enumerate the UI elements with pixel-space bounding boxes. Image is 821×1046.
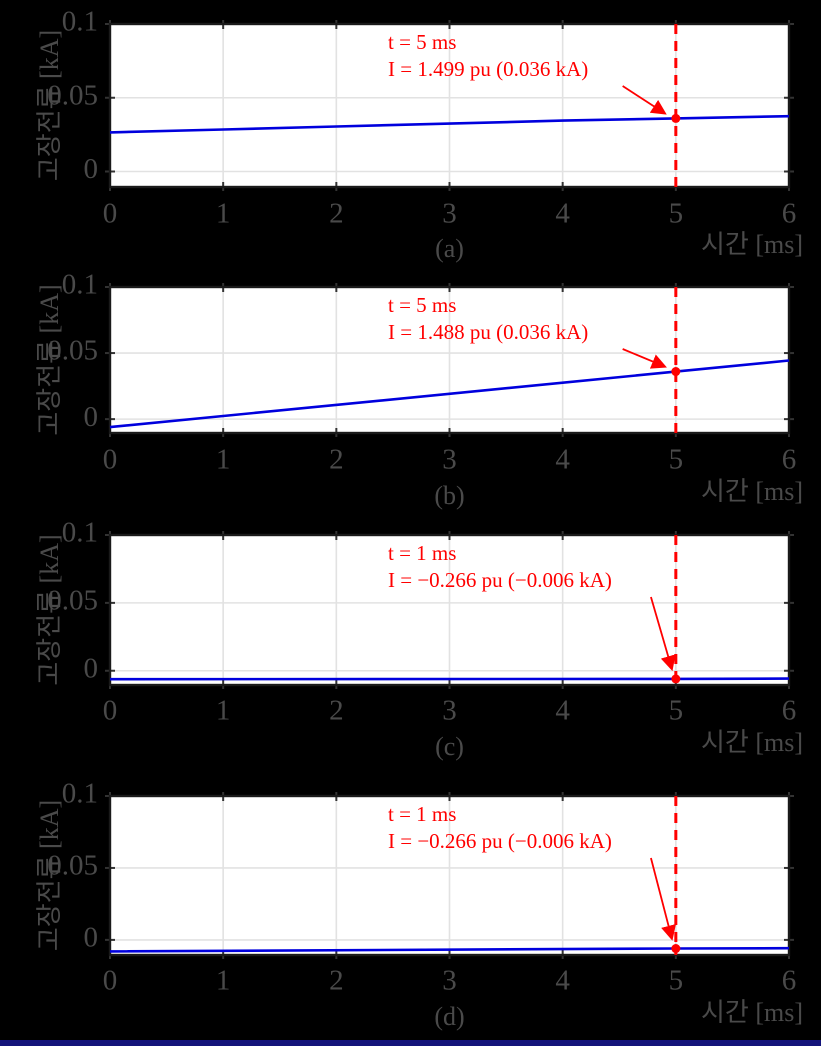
subplot-c: t = 1 ms I = −0.266 pu (−0.006 kA) 0 1 2 3 4 5 6… xyxy=(35,517,803,761)
subplot-d: t = 1 ms I = −0.266 pu (−0.006 kA) 0 1 2 3 4 5 6… xyxy=(35,778,803,1031)
y-tick-label: 0 xyxy=(84,922,99,954)
cursor-marker xyxy=(671,367,681,377)
x-axis-label: 시간 [ms] xyxy=(701,477,803,506)
annotation-arrow xyxy=(650,596,676,672)
y-tick-label: 0.1 xyxy=(62,269,98,301)
x-tick-label: 2 xyxy=(329,965,344,997)
subplot-caption: (b) xyxy=(434,481,464,510)
axes-spines xyxy=(108,285,791,435)
x-tick-label: 5 xyxy=(669,444,684,476)
y-axis-label: 고장전류 [kA] xyxy=(35,30,64,181)
x-tick-label: 6 xyxy=(782,444,797,476)
x-tick-label: 2 xyxy=(329,444,344,476)
x-tick-label: 5 xyxy=(669,965,684,997)
annotation-line1: t = 5 ms xyxy=(388,30,456,54)
x-tick-label: 1 xyxy=(216,198,231,230)
x-tick-label: 4 xyxy=(555,695,570,727)
y-tick-label: 0.1 xyxy=(62,6,98,38)
x-tick-label: 0 xyxy=(103,965,118,997)
annotation-line2: I = −0.266 pu (−0.006 kA) xyxy=(388,829,612,853)
x-tick-label: 6 xyxy=(782,198,797,230)
subplot-caption: (c) xyxy=(435,732,464,761)
x-tick-label: 3 xyxy=(442,444,457,476)
x-tick-label: 3 xyxy=(442,965,457,997)
x-tick-label: 1 xyxy=(216,695,231,727)
y-tick-label: 0 xyxy=(84,153,99,185)
annotation-arrow xyxy=(622,85,667,115)
x-tick-label: 0 xyxy=(103,198,118,230)
x-tick-label: 6 xyxy=(782,695,797,727)
x-tick-label: 6 xyxy=(782,965,797,997)
annotation-line1: t = 5 ms xyxy=(388,293,456,317)
annotation-line2: I = 1.488 pu (0.036 kA) xyxy=(388,320,588,344)
y-axis-label: 고장전류 [kA] xyxy=(35,800,64,951)
subplot-caption: (a) xyxy=(435,234,464,263)
x-tick-label: 4 xyxy=(555,444,570,476)
annotation-line2: I = −0.266 pu (−0.006 kA) xyxy=(388,568,612,592)
cursor-marker xyxy=(671,944,681,954)
axes-spines xyxy=(108,22,791,189)
x-tick-label: 1 xyxy=(216,444,231,476)
y-tick-label: 0.05 xyxy=(47,335,98,367)
x-tick-label: 4 xyxy=(555,965,570,997)
y-axis-label: 고장전류 [kA] xyxy=(35,534,64,685)
y-tick-label: 0.05 xyxy=(47,585,98,617)
x-tick-label: 2 xyxy=(329,198,344,230)
subplot-a: t = 5 ms I = 1.499 pu (0.036 kA) 0 1 2 3 4 5 6 0 0… xyxy=(35,6,803,263)
x-tick-label: 5 xyxy=(669,695,684,727)
x-axis-label: 시간 [ms] xyxy=(701,230,803,259)
axes-spines xyxy=(108,794,791,957)
x-tick-label: 3 xyxy=(442,198,457,230)
x-tick-label: 3 xyxy=(442,695,457,727)
y-axis-label: 고장전류 [kA] xyxy=(35,284,64,435)
cursor-marker xyxy=(671,113,681,123)
subplot-caption: (d) xyxy=(434,1002,464,1031)
x-tick-label: 0 xyxy=(103,444,118,476)
x-tick-label: 0 xyxy=(103,695,118,727)
y-tick-label: 0.1 xyxy=(62,778,98,810)
y-tick-label: 0.1 xyxy=(62,517,98,549)
x-tick-label: 4 xyxy=(555,198,570,230)
annotation-line1: t = 1 ms xyxy=(388,802,456,826)
window-bottom-bar xyxy=(0,1040,821,1046)
x-tick-label: 5 xyxy=(669,198,684,230)
y-tick-label: 0 xyxy=(84,652,99,684)
y-tick-label: 0.05 xyxy=(47,850,98,882)
axes-spines xyxy=(108,533,791,687)
annotation-line1: t = 1 ms xyxy=(388,541,456,565)
x-tick-label: 2 xyxy=(329,695,344,727)
x-axis-label: 시간 [ms] xyxy=(701,728,803,757)
x-tick-label: 1 xyxy=(216,965,231,997)
x-axis-label: 시간 [ms] xyxy=(701,998,803,1027)
y-tick-label: 0.05 xyxy=(47,79,98,111)
annotation-arrow xyxy=(622,348,667,369)
annotation-line2: I = 1.499 pu (0.036 kA) xyxy=(388,57,588,81)
subplot-b: t = 5 ms I = 1.488 pu (0.036 kA) 0 1 2 3 4 5 6 0 0… xyxy=(35,269,803,510)
annotation-arrow xyxy=(650,857,676,941)
fault-current-line xyxy=(109,677,790,681)
y-tick-label: 0 xyxy=(84,401,99,433)
cursor-marker xyxy=(671,674,681,684)
